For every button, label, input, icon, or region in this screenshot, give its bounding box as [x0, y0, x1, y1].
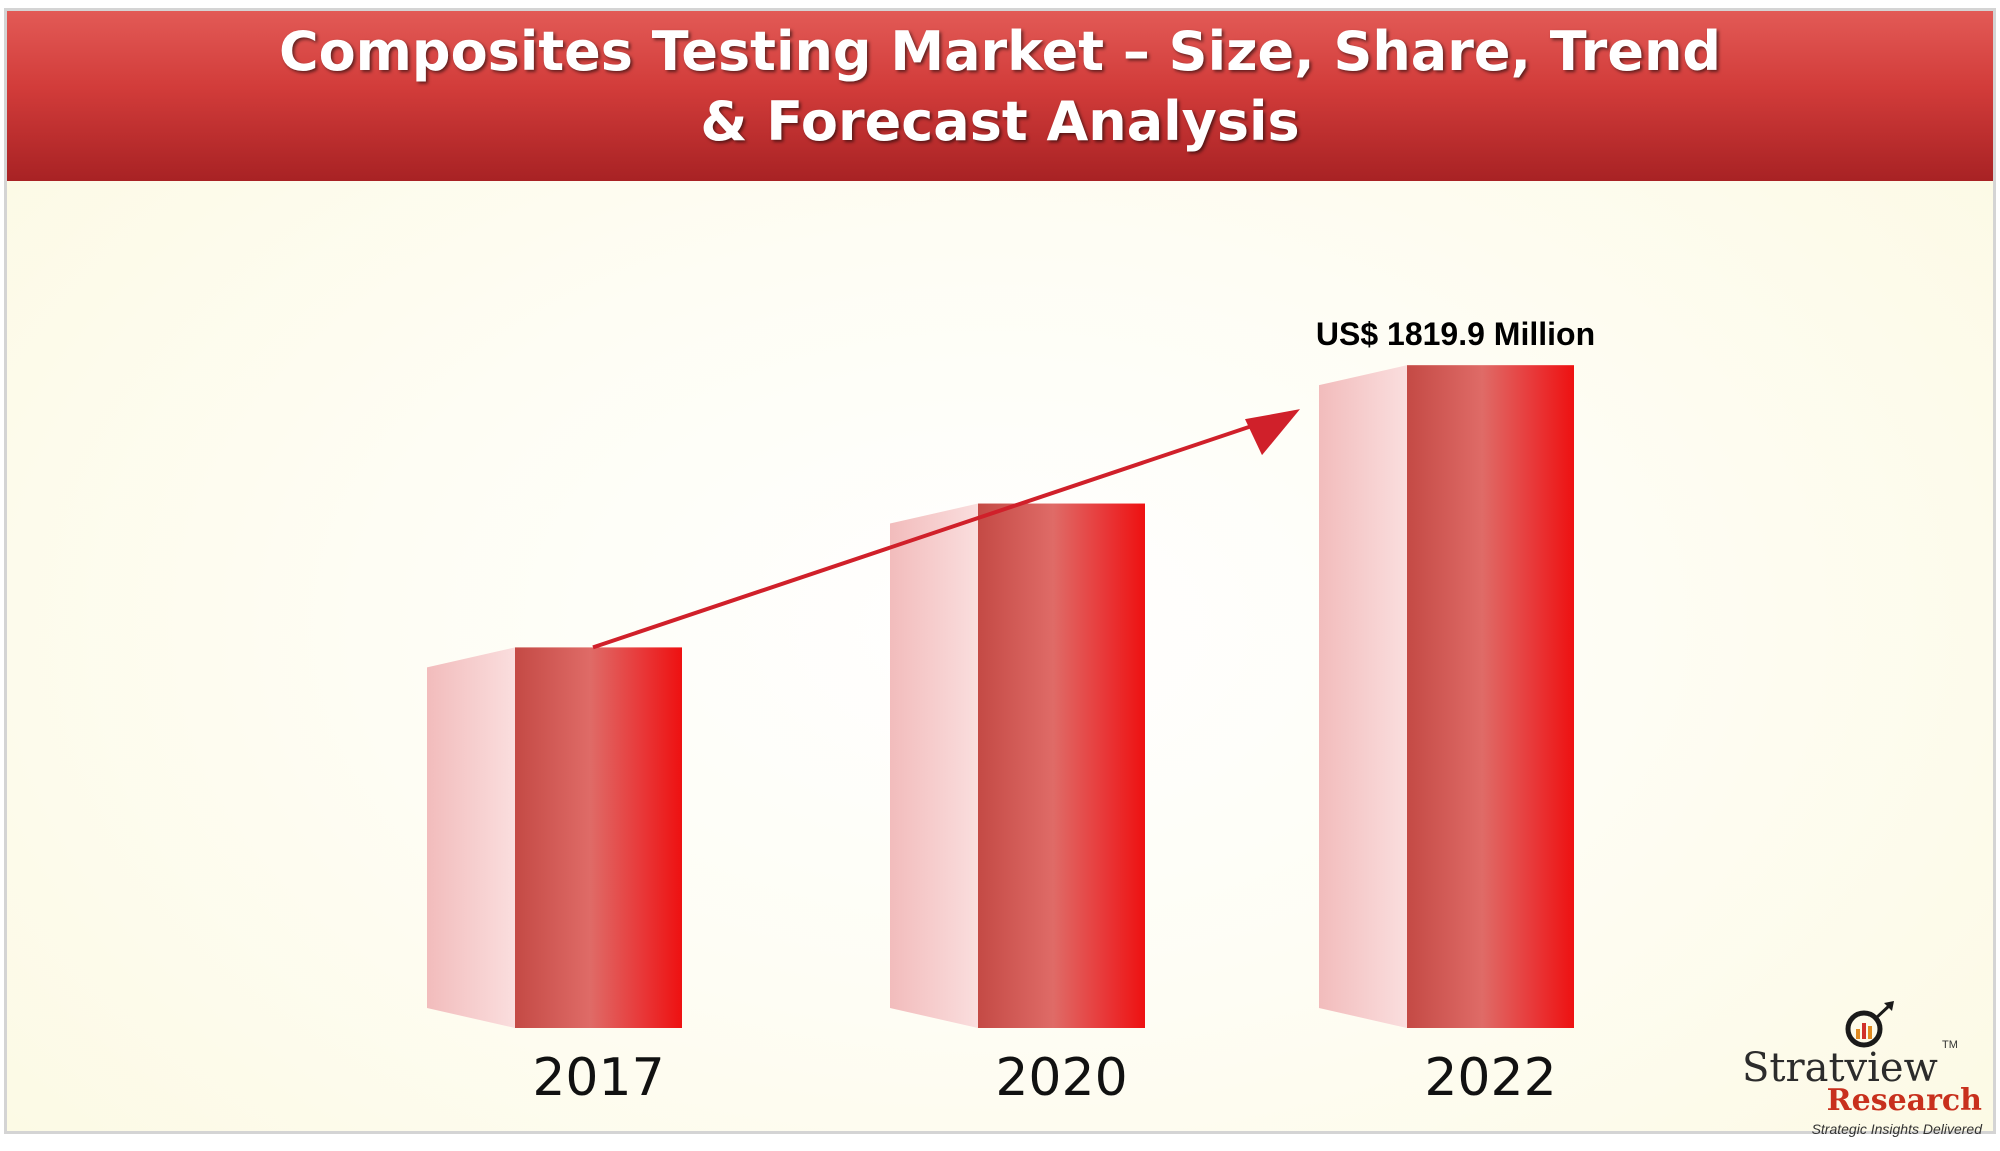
logo-brand: Stratview	[1742, 1045, 1938, 1091]
magnifier-chart-icon	[1845, 1001, 1894, 1048]
stratview-logo: Stratview TM Research Strategic Insights…	[1742, 999, 1982, 1139]
bar-side-2020	[890, 503, 978, 1028]
chart-title-line2: & Forecast Analysis	[700, 90, 1300, 153]
x-tick-label: 2022	[1424, 1048, 1556, 1108]
x-tick-label: 2017	[532, 1048, 664, 1108]
chart-title: Composites Testing Market – Size, Share,…	[7, 17, 1993, 157]
trend-arrow-line	[592, 411, 1291, 650]
logo-tagline: Strategic Insights Delivered	[1811, 1121, 1982, 1137]
logo-trademark: TM	[1942, 1039, 1958, 1051]
x-tick-label: 2020	[995, 1048, 1127, 1108]
bar-2017	[515, 647, 682, 1028]
bar-2020	[978, 503, 1145, 1028]
bar-side-2022	[1319, 365, 1407, 1029]
title-banner: Composites Testing Market – Size, Share,…	[7, 11, 1993, 181]
logo-research: Research	[1826, 1083, 1982, 1118]
chart-title-line1: Composites Testing Market – Size, Share,…	[278, 20, 1722, 83]
trend-arrow-head	[1245, 409, 1300, 456]
bar-side-2017	[427, 647, 515, 1028]
bar-2022	[1407, 365, 1574, 1029]
data-label: US$ 1819.9 Million	[1316, 316, 1595, 352]
